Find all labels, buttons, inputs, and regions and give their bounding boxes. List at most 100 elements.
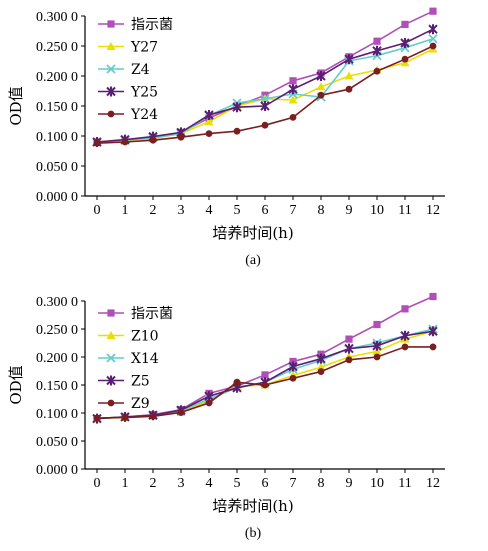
data-point <box>401 305 409 313</box>
y-tick-label: 0.100 0 <box>36 130 78 145</box>
x-tick-label: 0 <box>94 476 101 491</box>
data-point <box>344 71 354 80</box>
legend-label: Y25 <box>130 85 158 101</box>
data-point <box>317 368 325 375</box>
data-point <box>261 371 269 379</box>
x-tick-label: 3 <box>178 476 185 491</box>
series-Y24 <box>93 42 437 147</box>
y-tick-label: 0.250 0 <box>36 323 78 338</box>
data-point <box>93 414 101 422</box>
legend-marker <box>106 64 116 74</box>
series-Z9 <box>93 343 437 422</box>
legend-label: Z5 <box>131 374 150 390</box>
y-tick-label: 0.000 0 <box>36 463 78 478</box>
x-tick-label: 5 <box>234 476 241 491</box>
data-point <box>204 117 214 126</box>
x-tick-label: 11 <box>398 476 411 491</box>
data-point <box>121 138 129 146</box>
x-tick-label: 1 <box>122 203 129 218</box>
x-tick-label: 3 <box>178 203 185 218</box>
data-point <box>372 340 382 351</box>
data-point <box>261 121 269 129</box>
chart-panel-b: 0.000 0 0.050 0 0.100 0 0.150 0 0.200 0 0.250… <box>7 292 445 541</box>
data-point <box>344 54 354 65</box>
data-point <box>260 94 270 104</box>
legend-label: Z4 <box>131 62 150 78</box>
data-point <box>373 353 381 361</box>
legend-label: Z10 <box>131 329 159 345</box>
data-point <box>288 84 298 95</box>
legend-marker <box>107 110 115 118</box>
data-point <box>344 343 354 354</box>
chart-panel-a: 0.000 0 0.050 0 0.100 0 0.150 0 0.200 0 0.250… <box>7 7 445 268</box>
x-tick-label: 4 <box>206 203 213 218</box>
data-point <box>289 374 297 382</box>
y-tick-label: 0.200 0 <box>36 70 78 85</box>
x-tick-label: 6 <box>262 476 269 491</box>
data-point <box>428 326 438 337</box>
x-tick-label: 8 <box>318 476 325 491</box>
x-tick-label: 9 <box>346 203 353 218</box>
legend-label: Z9 <box>131 396 150 412</box>
data-point <box>232 102 242 113</box>
legend-marker <box>106 353 116 363</box>
legend-marker <box>107 399 115 407</box>
x-tick-label: 8 <box>318 203 325 218</box>
data-point <box>289 114 297 121</box>
data-point <box>233 378 241 386</box>
legend-label: Y27 <box>130 40 158 56</box>
legend-label: X14 <box>131 351 159 367</box>
data-point <box>288 361 298 372</box>
data-point <box>401 343 409 351</box>
y-tick-label: 0.250 0 <box>36 40 78 55</box>
data-point <box>149 412 157 420</box>
y-tick-label: 0.300 0 <box>36 295 78 310</box>
x-tick-label: 12 <box>426 203 440 218</box>
data-point <box>205 130 213 138</box>
data-point <box>400 330 410 341</box>
data-point <box>429 292 437 301</box>
y-tick-label: 0.150 0 <box>36 100 78 115</box>
x-tick-label: 10 <box>370 203 384 218</box>
data-point <box>316 82 326 91</box>
x-tick-label: 0 <box>94 203 101 218</box>
panel-label: (b) <box>245 526 262 541</box>
y-tick-label: 0.050 0 <box>36 435 78 450</box>
data-point <box>429 7 437 15</box>
legend-marker <box>107 309 115 317</box>
data-point <box>400 38 410 48</box>
x-tick-label: 2 <box>150 476 157 491</box>
data-point <box>345 356 353 364</box>
data-point <box>149 136 157 144</box>
data-point <box>345 335 353 343</box>
data-point <box>261 381 269 389</box>
y-tick-label: 0.050 0 <box>36 160 78 175</box>
x-tick-label: 12 <box>426 476 440 491</box>
legend-marker <box>107 20 115 28</box>
data-point <box>289 357 297 366</box>
x-tick-label: 9 <box>346 476 353 491</box>
data-point <box>372 346 382 355</box>
legend-marker <box>106 42 116 50</box>
legend-label: 指示菌 <box>131 17 173 33</box>
data-point <box>316 362 326 371</box>
data-point <box>177 133 185 141</box>
data-point <box>401 20 409 28</box>
data-point <box>401 55 409 63</box>
legend-marker <box>106 331 116 339</box>
x-tick-label: 5 <box>234 203 241 218</box>
x-tick-label: 2 <box>150 203 157 218</box>
data-point <box>372 45 382 56</box>
x-tick-label: 4 <box>206 476 213 491</box>
data-point <box>316 71 326 81</box>
x-tick-label: 7 <box>290 203 297 218</box>
data-point <box>289 77 297 85</box>
data-point <box>316 353 326 364</box>
y-tick-label: 0.300 0 <box>36 10 78 25</box>
legend-marker <box>106 86 116 97</box>
data-point <box>317 91 325 99</box>
y-tick-label: 0.000 0 <box>36 190 78 205</box>
x-tick-label: 10 <box>370 476 384 491</box>
data-point <box>429 343 437 351</box>
